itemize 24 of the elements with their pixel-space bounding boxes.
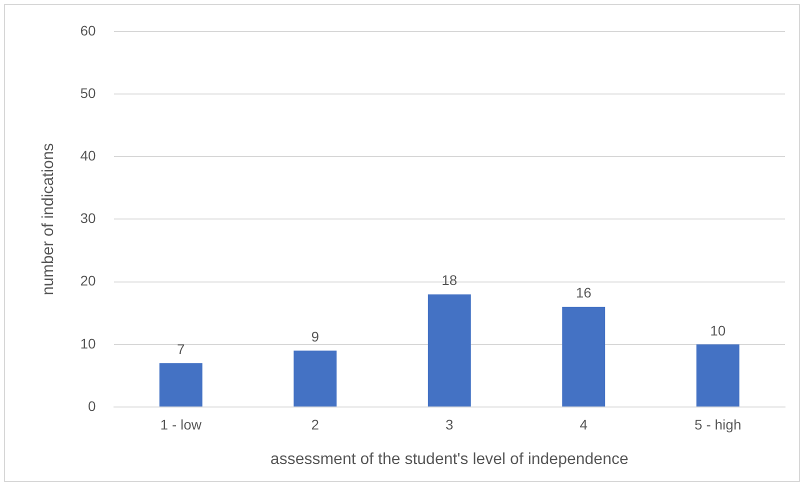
y-axis-title: number of indications [40, 143, 58, 296]
y-tick-label: 50 [80, 84, 96, 101]
x-axis-title: assessment of the student's level of independence [270, 450, 628, 468]
y-tick-label: 0 [88, 398, 96, 414]
bar [562, 306, 606, 406]
data-label: 10 [710, 322, 726, 338]
data-label: 7 [176, 341, 185, 358]
data-label: 18 [442, 272, 458, 288]
y-tick-label: 30 [80, 210, 96, 226]
x-tick-label: 1 - low [160, 416, 202, 432]
bar [428, 294, 471, 406]
bar [294, 350, 337, 406]
x-tick-label: 5 - high [694, 416, 742, 432]
data-label: 16 [576, 284, 592, 301]
bar [696, 344, 740, 406]
y-tick-label: 20 [80, 272, 96, 289]
data-label: 9 [311, 328, 320, 345]
x-tick-label: 3 [445, 416, 454, 432]
bar [159, 363, 202, 406]
y-tick-label: 40 [80, 147, 96, 164]
y-tick-label: 10 [80, 335, 96, 352]
x-tick-label: 2 [311, 416, 320, 432]
x-tick-label: 4 [580, 416, 588, 432]
y-tick-label: 60 [80, 22, 96, 38]
